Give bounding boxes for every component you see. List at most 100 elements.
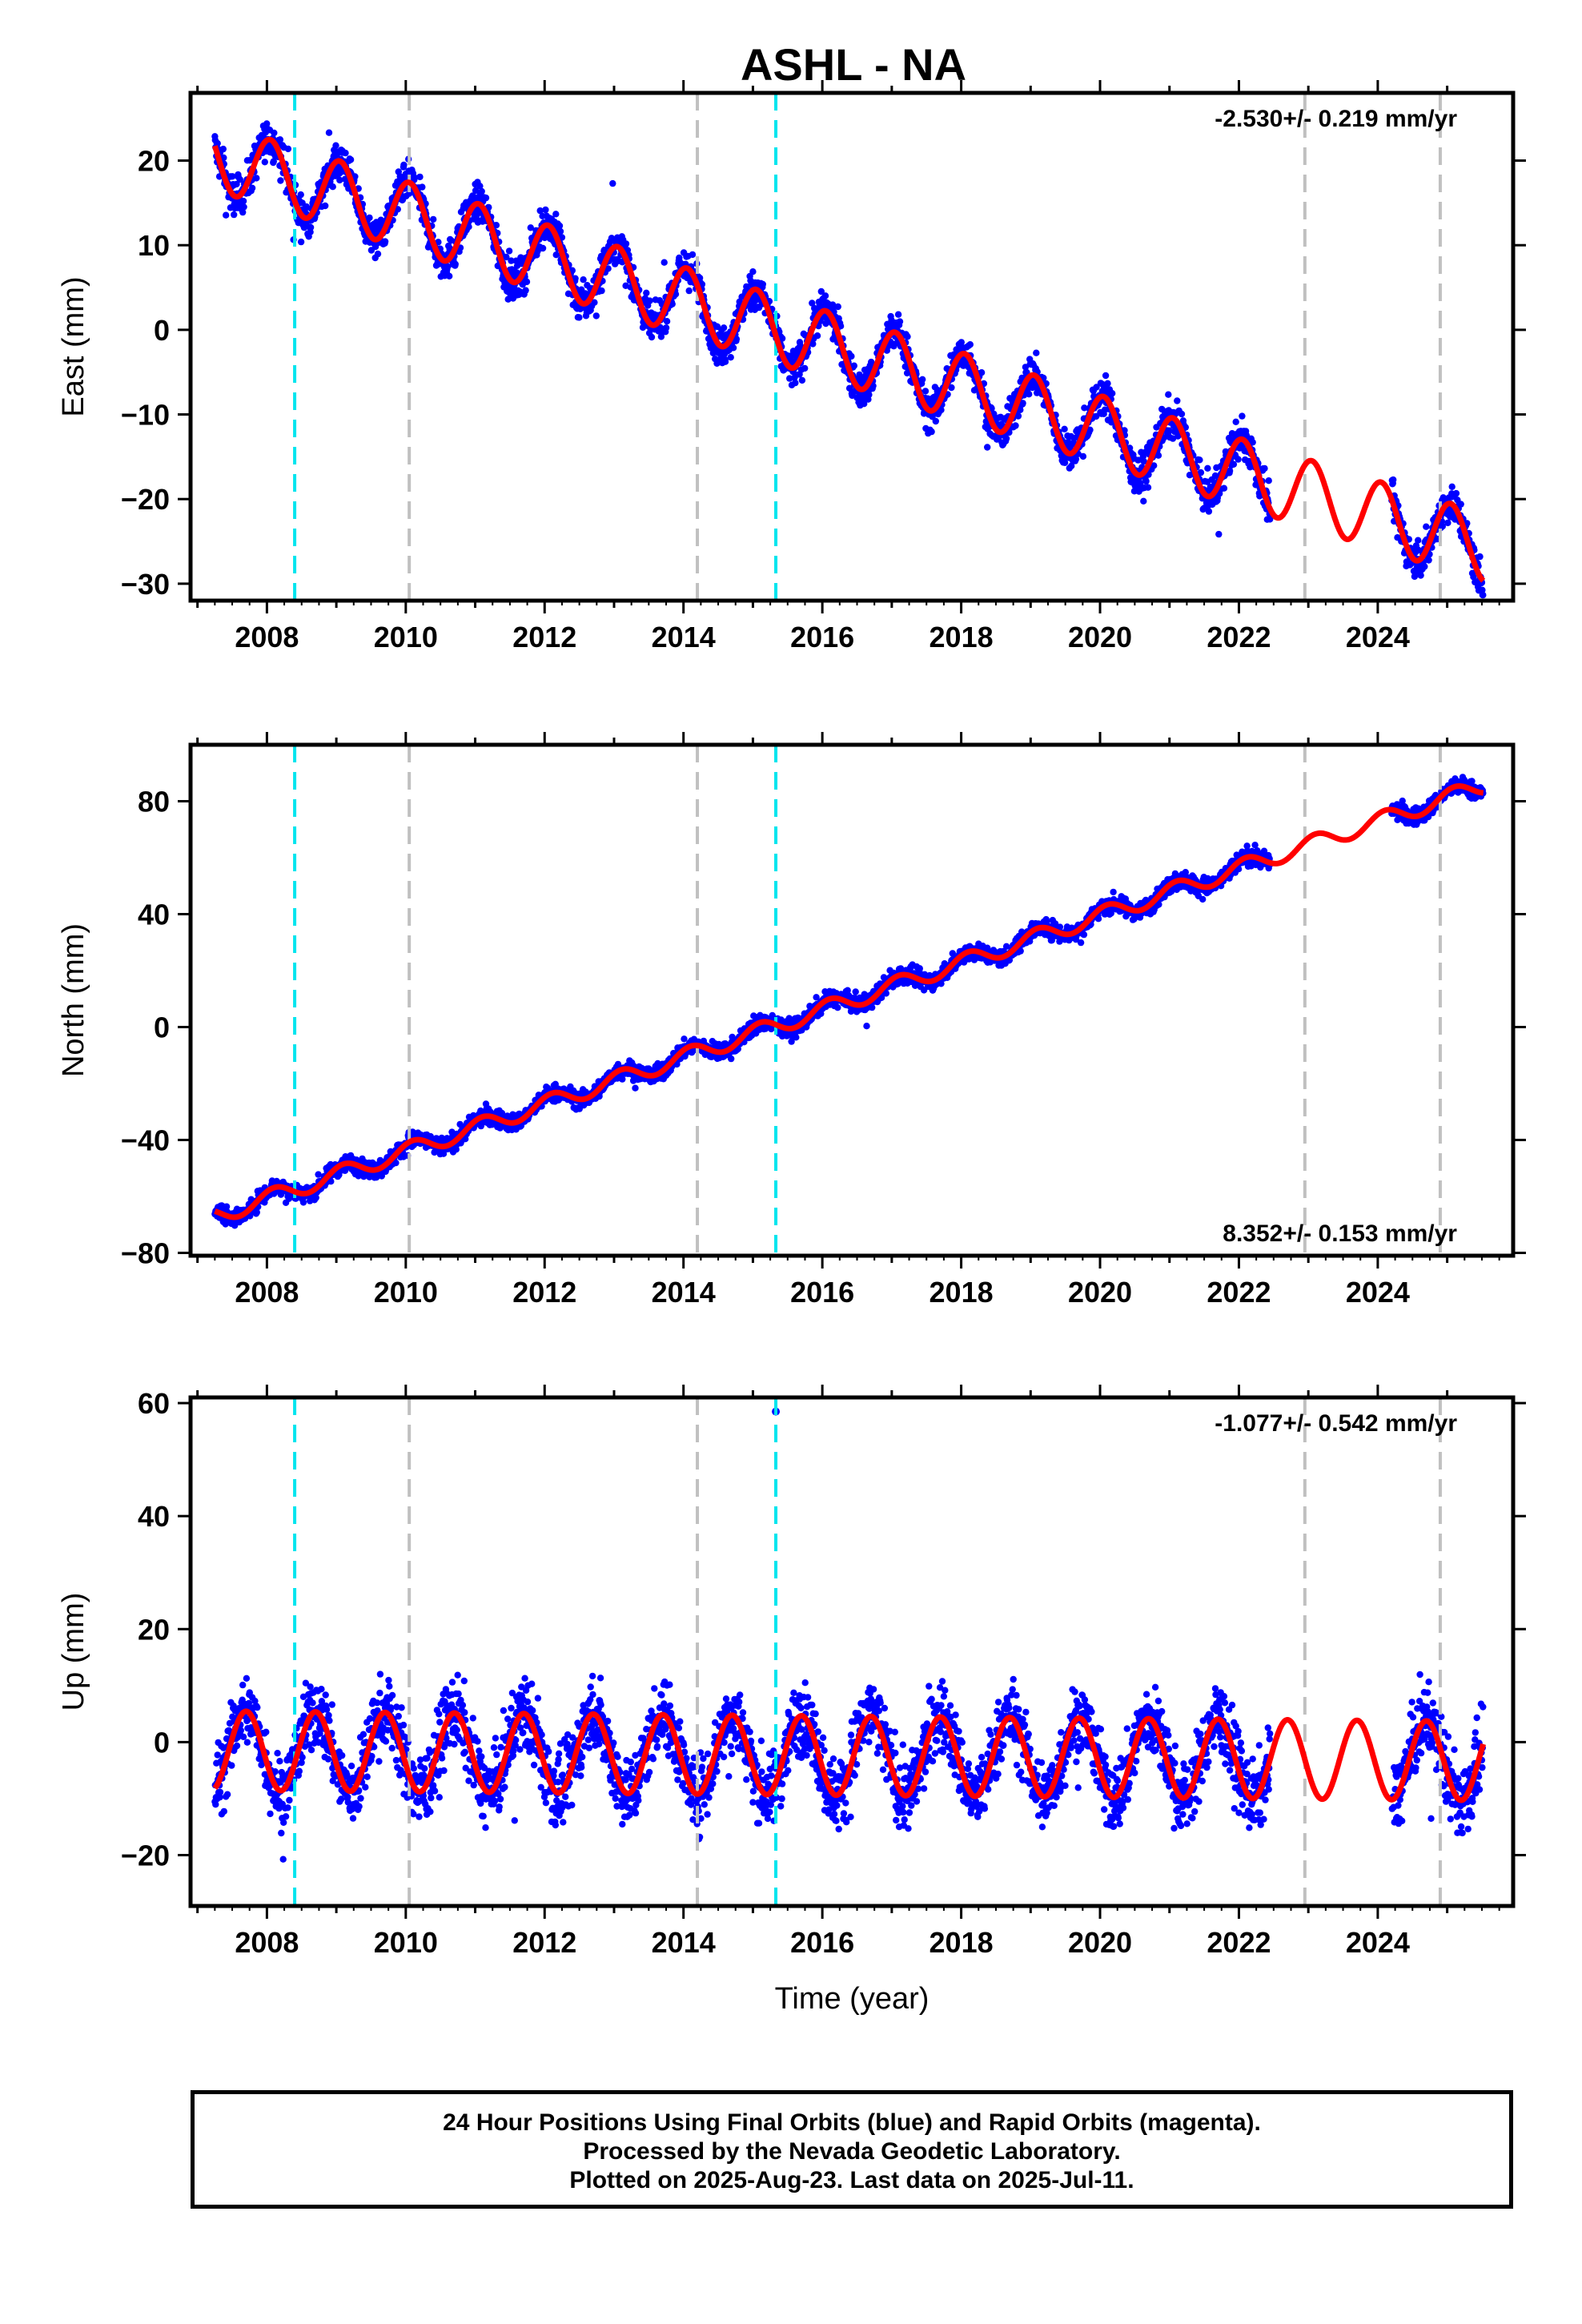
velocity-label: -2.530+/- 0.219 mm/yr bbox=[1215, 106, 1457, 132]
data-point bbox=[416, 173, 424, 181]
north-panel: 2008 2010 2012 2014 2016 2018 2020 2022 2024−80−… bbox=[57, 732, 1526, 1309]
data-point bbox=[315, 1171, 322, 1178]
data-point bbox=[921, 388, 930, 395]
data-point bbox=[733, 336, 741, 343]
data-point bbox=[263, 120, 271, 127]
data-point bbox=[336, 176, 343, 184]
data-point bbox=[556, 222, 564, 230]
data-point bbox=[270, 158, 277, 165]
data-point bbox=[332, 142, 339, 149]
data-point bbox=[721, 358, 729, 365]
data-point bbox=[1205, 508, 1213, 515]
data-point bbox=[381, 238, 389, 245]
data-point bbox=[1012, 422, 1019, 429]
data-point bbox=[1444, 519, 1452, 527]
x-tick-label: 2010 bbox=[374, 621, 438, 653]
data-point bbox=[817, 287, 825, 296]
data-point bbox=[276, 136, 284, 143]
data-point bbox=[374, 250, 382, 258]
data-point bbox=[681, 1035, 688, 1043]
data-point bbox=[1178, 410, 1186, 418]
data-point bbox=[1104, 380, 1111, 387]
data-point bbox=[1261, 464, 1268, 472]
data-point bbox=[863, 1023, 870, 1030]
data-point bbox=[861, 400, 868, 408]
data-point bbox=[233, 180, 240, 188]
data-point bbox=[1142, 477, 1150, 485]
data-point bbox=[219, 145, 227, 153]
data-point bbox=[1026, 391, 1033, 398]
data-point bbox=[759, 280, 766, 288]
data-point bbox=[231, 211, 238, 219]
data-point bbox=[1232, 418, 1239, 425]
data-point bbox=[329, 183, 336, 191]
data-point bbox=[850, 362, 858, 369]
data-point bbox=[919, 376, 926, 383]
data-point bbox=[411, 174, 418, 181]
data-point bbox=[869, 382, 877, 389]
x-tick-label: 2014 bbox=[652, 621, 716, 653]
data-point bbox=[236, 176, 243, 183]
y-tick-label: −20 bbox=[121, 483, 170, 516]
data-point bbox=[446, 272, 453, 279]
data-point bbox=[856, 371, 863, 379]
data-point bbox=[482, 194, 490, 202]
data-point bbox=[277, 177, 284, 184]
y-axis-title: East (mm) bbox=[57, 276, 90, 416]
data-point bbox=[689, 251, 697, 259]
data-point bbox=[220, 154, 227, 162]
data-point bbox=[297, 191, 304, 199]
data-point bbox=[749, 268, 757, 275]
data-point bbox=[1174, 397, 1181, 404]
data-point bbox=[669, 300, 676, 308]
data-point bbox=[1079, 452, 1087, 460]
data-point bbox=[552, 211, 560, 218]
data-point bbox=[1002, 435, 1010, 442]
x-tick-label: 2018 bbox=[930, 621, 994, 653]
data-point bbox=[465, 223, 472, 231]
data-point bbox=[865, 391, 873, 399]
data-point bbox=[503, 253, 510, 261]
model-fit-curve bbox=[212, 136, 1486, 583]
x-tick-label: 2022 bbox=[1207, 621, 1271, 653]
data-point bbox=[798, 376, 806, 384]
data-point bbox=[1220, 485, 1228, 492]
data-point bbox=[556, 227, 564, 235]
plot-area bbox=[211, 93, 1487, 601]
x-tick-label: 2008 bbox=[235, 621, 299, 653]
data-point bbox=[834, 1004, 841, 1011]
data-point bbox=[852, 988, 859, 995]
data-point bbox=[1196, 456, 1203, 464]
data-point bbox=[729, 344, 737, 352]
data-point bbox=[1165, 391, 1172, 398]
data-point bbox=[478, 187, 485, 195]
data-point bbox=[1109, 390, 1116, 397]
data-point bbox=[727, 354, 734, 361]
data-point bbox=[896, 318, 904, 325]
data-point bbox=[452, 260, 459, 267]
y-tick-label: 0 bbox=[154, 314, 170, 347]
data-point bbox=[214, 139, 221, 147]
data-point bbox=[646, 297, 653, 304]
data-point bbox=[1144, 484, 1152, 491]
data-point bbox=[542, 206, 549, 214]
y-tick-label: 20 bbox=[138, 145, 170, 178]
data-point bbox=[829, 301, 837, 308]
data-point bbox=[662, 324, 670, 332]
data-point bbox=[347, 156, 355, 163]
data-point bbox=[1033, 349, 1040, 356]
data-point bbox=[1230, 460, 1238, 468]
data-point bbox=[1425, 557, 1432, 564]
data-point bbox=[598, 287, 605, 295]
data-point bbox=[576, 314, 583, 321]
data-point bbox=[1457, 501, 1464, 508]
data-point bbox=[685, 287, 693, 295]
data-point bbox=[1102, 372, 1110, 380]
data-point bbox=[253, 1208, 260, 1216]
data-point bbox=[476, 183, 484, 190]
data-point bbox=[809, 340, 817, 348]
plot-frame bbox=[188, 90, 1516, 603]
data-point bbox=[1448, 483, 1456, 490]
data-point bbox=[522, 287, 529, 294]
